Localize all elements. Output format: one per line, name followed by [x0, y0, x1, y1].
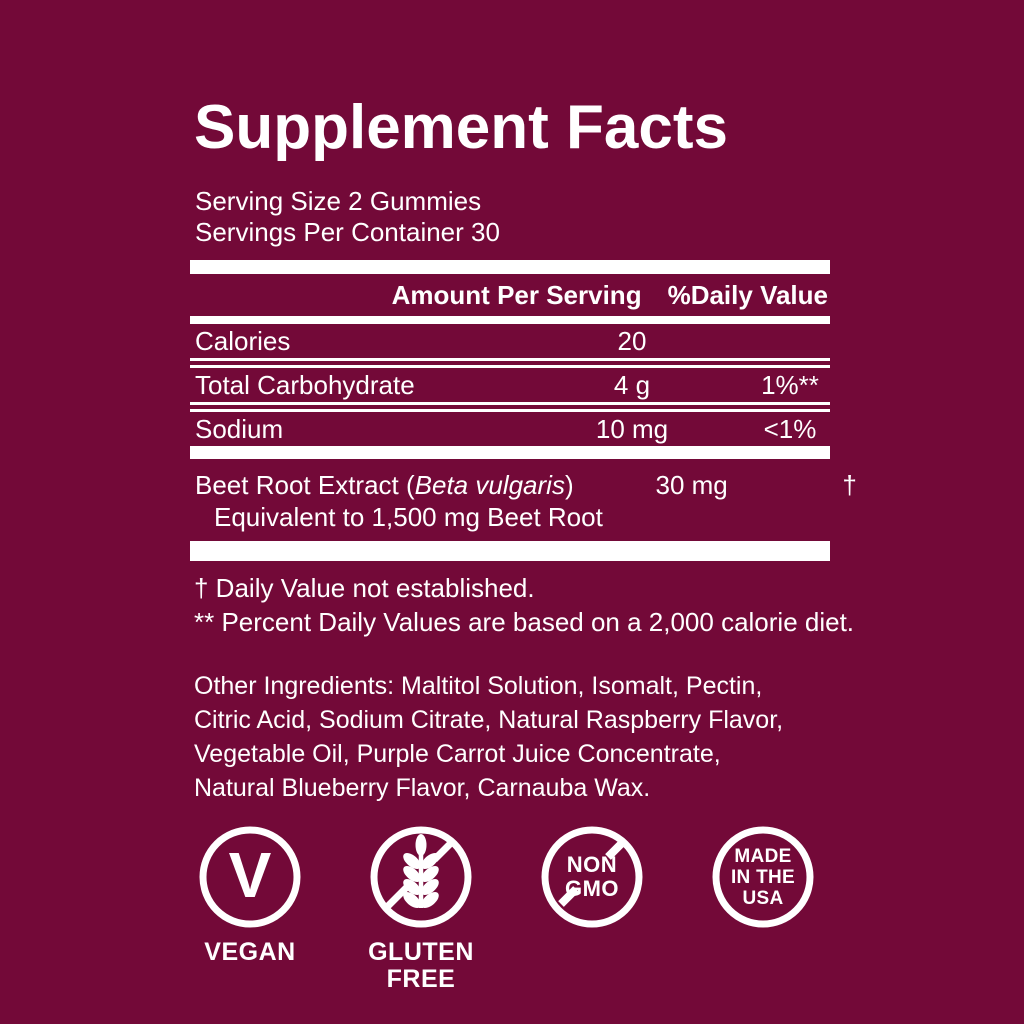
divider-bar-thick-bottom: [190, 541, 830, 561]
nutrient-label: Calories: [195, 325, 291, 356]
supplement-facts-title: Supplement Facts: [194, 93, 728, 162]
footnote-dagger: † Daily Value not established.: [194, 573, 535, 603]
servings-per-container-line: Servings Per Container 30: [195, 217, 500, 247]
serving-size-line: Serving Size 2 Gummies: [195, 186, 482, 216]
table-header-daily-value: %Daily Value: [667, 280, 828, 310]
non-gmo-text: NON GMO: [564, 852, 620, 901]
other-ingredients-line: Vegetable Oil, Purple Carrot Juice Conce…: [194, 740, 721, 768]
other-ingredients: Other Ingredients: Maltitol Solution, Is…: [190, 669, 830, 805]
divider-double-line: [190, 358, 830, 368]
made-in-usa-circle-icon: [712, 826, 814, 928]
divider-double-line: [190, 402, 830, 412]
badge-gluten-free-label: GLUTEN FREE: [368, 938, 474, 993]
other-ingredients-line: Other Ingredients: Maltitol Solution, Is…: [194, 672, 763, 700]
botanical-sublabel: Equivalent to 1,500 mg Beet Root: [214, 502, 603, 532]
divider-bar-thick-middle: [190, 446, 830, 459]
nutrient-row-calories: Calories 20: [190, 324, 830, 358]
gluten-free-wheat-crossed-icon: [370, 826, 472, 928]
nutrient-amount: 10 mg: [595, 413, 669, 444]
nutrient-amount: 20: [617, 325, 647, 356]
certification-badges: V VEGAN: [175, 824, 838, 993]
vegan-letter: V: [228, 839, 272, 911]
nutrient-daily-value: †: [842, 469, 857, 500]
nutrient-amount: 4 g: [613, 369, 651, 400]
nutrient-amount: 30 mg: [655, 469, 728, 500]
nutrient-row-beet-root: Beet Root Extract (Beta vulgaris) 30 mg …: [190, 469, 857, 501]
made-in-usa-text: MADE IN THE USA: [730, 845, 796, 909]
divider-bar-thick-top: [190, 260, 830, 274]
botanical-latin-name: Beta vulgaris: [414, 469, 565, 500]
table-header-row: Amount Per Serving %Daily Value: [190, 282, 830, 316]
vegan-circle-icon: [199, 826, 301, 928]
badge-vegan: V VEGAN: [175, 824, 325, 993]
divider-bar-medium: [190, 316, 830, 324]
nutrient-label: Sodium: [195, 413, 284, 444]
nutrient-row-sodium: Sodium 10 mg <1%: [190, 412, 830, 446]
botanical-section: Beet Root Extract (Beta vulgaris) 30 mg …: [190, 469, 857, 533]
nutrient-row-carbohydrate: Total Carbohydrate 4 g 1%**: [190, 368, 830, 402]
table-header-amount: Amount Per Serving: [391, 280, 642, 310]
badge-gluten-free: GLUTEN FREE: [346, 824, 496, 993]
nutrient-label: Total Carbohydrate: [195, 369, 415, 400]
badge-made-in-usa: MADE IN THE USA: [688, 824, 838, 993]
other-ingredients-line: Citric Acid, Sodium Citrate, Natural Ras…: [194, 706, 784, 734]
footnote-asterisks: ** Percent Daily Values are based on a 2…: [194, 607, 855, 637]
nutrient-daily-value: <1%: [763, 413, 817, 444]
non-gmo-crossed-circle-icon: [541, 826, 643, 928]
other-ingredients-line: Natural Blueberry Flavor, Carnauba Wax.: [194, 774, 651, 802]
nutrient-label: Beet Root Extract (Beta vulgaris): [195, 469, 574, 500]
nutrient-daily-value: 1%**: [761, 369, 819, 400]
badge-vegan-label: VEGAN: [204, 938, 296, 966]
badge-non-gmo: NON GMO: [517, 824, 667, 993]
